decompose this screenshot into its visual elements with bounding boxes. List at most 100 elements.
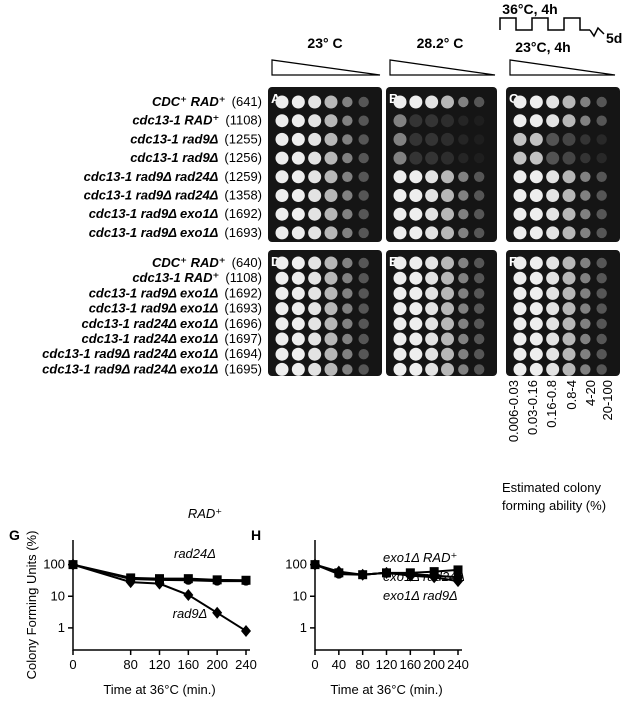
colony-spot bbox=[308, 95, 322, 109]
strain-label: cdc13-1 RAD⁺ (1108) bbox=[132, 113, 262, 128]
x-tick-label: 120 bbox=[149, 657, 171, 672]
marker bbox=[241, 624, 251, 637]
strain-number: (1694) bbox=[224, 346, 262, 361]
x-tick-label: 240 bbox=[235, 657, 257, 672]
strain-number: (1108) bbox=[225, 270, 262, 285]
colony-spot bbox=[308, 132, 322, 146]
colony-spot bbox=[529, 207, 543, 221]
dilution-wedge bbox=[389, 59, 496, 76]
colony-spot bbox=[596, 273, 607, 284]
schedule-end: 5d bbox=[606, 30, 622, 46]
colony-spot bbox=[562, 256, 576, 270]
strain-label: cdc13-1 rad9Δ (1255) bbox=[130, 131, 262, 146]
colony-spot bbox=[308, 332, 322, 346]
colony-spot bbox=[409, 271, 423, 285]
strain-number: (641) bbox=[232, 94, 262, 109]
colony-spot bbox=[342, 288, 353, 299]
marker bbox=[241, 576, 251, 586]
y-tick-label: 1 bbox=[300, 620, 307, 635]
colony-spot bbox=[275, 332, 289, 346]
strain-number: (1692) bbox=[224, 206, 262, 221]
scale-range: 0.03-0.16 bbox=[525, 380, 540, 435]
colony-spot bbox=[393, 95, 407, 109]
colony-spot bbox=[458, 257, 469, 269]
colony-spot bbox=[529, 226, 543, 240]
colony-spot bbox=[425, 332, 439, 346]
x-tick-label: 120 bbox=[376, 657, 398, 672]
colony-spot bbox=[409, 332, 423, 346]
genotype: cdc13-1 rad24Δ exo1Δ bbox=[81, 316, 218, 331]
colony-spot bbox=[546, 170, 560, 184]
colony-spot bbox=[358, 364, 369, 375]
marker bbox=[381, 566, 392, 579]
colony-spot bbox=[342, 152, 353, 164]
colony-spot bbox=[529, 347, 543, 361]
strain-number: (1693) bbox=[224, 301, 262, 316]
column-header: 28.2° C bbox=[417, 35, 464, 51]
colony-spot bbox=[409, 302, 423, 316]
colony-spot bbox=[546, 226, 560, 240]
colony-spot bbox=[513, 189, 527, 202]
colony-spot bbox=[458, 171, 469, 182]
colony-spot bbox=[458, 318, 469, 329]
colony-spot bbox=[473, 209, 485, 220]
plate-letter: E bbox=[389, 254, 398, 269]
genotype: cdc13-1 rad9Δ rad24Δ exo1Δ bbox=[42, 346, 219, 361]
colony-spot bbox=[473, 333, 485, 345]
y-tick-label: 1 bbox=[58, 620, 65, 635]
colony-spot bbox=[425, 95, 439, 109]
strain-number: (1693) bbox=[224, 225, 262, 240]
colony-spot bbox=[580, 333, 591, 345]
colony-spot bbox=[473, 115, 485, 126]
colony-spot bbox=[441, 271, 454, 285]
colony-spot bbox=[441, 170, 454, 184]
schedule-upper: 36°C, 4h bbox=[502, 1, 557, 17]
y-tick-label: 100 bbox=[285, 557, 307, 572]
colony-spot bbox=[473, 318, 485, 329]
colony-spot bbox=[275, 362, 289, 376]
strain-number: (1256) bbox=[224, 150, 262, 165]
colony-spot bbox=[546, 114, 560, 128]
colony-spot bbox=[425, 114, 439, 128]
colony-spot bbox=[324, 362, 338, 376]
colony-spot bbox=[358, 96, 369, 108]
genotype: cdc13-1 RAD⁺ bbox=[132, 270, 219, 285]
colony-spot bbox=[393, 151, 407, 165]
colony-spot bbox=[393, 114, 407, 128]
marker bbox=[125, 576, 136, 589]
colony-spot bbox=[529, 170, 543, 184]
colony-spot bbox=[546, 332, 560, 346]
scale-range: 20-100 bbox=[600, 380, 615, 420]
colony-spot bbox=[596, 364, 607, 375]
colony-spot bbox=[291, 170, 305, 184]
marker bbox=[310, 558, 320, 571]
genotype: cdc13-1 rad9Δ exo1Δ bbox=[89, 225, 219, 240]
colony-spot bbox=[409, 362, 423, 376]
strain-label: cdc13-1 rad9Δ exo1Δ (1692) bbox=[89, 206, 262, 221]
colony-spot bbox=[291, 226, 305, 240]
colony-spot bbox=[308, 207, 322, 221]
genotype: cdc13-1 rad9Δ exo1Δ bbox=[89, 301, 219, 316]
colony-spot bbox=[358, 190, 369, 201]
colony-spot bbox=[291, 207, 305, 221]
colony-spot bbox=[409, 114, 423, 128]
colony-spot bbox=[393, 226, 407, 240]
colony-spot bbox=[291, 317, 305, 331]
colony-spot bbox=[441, 332, 454, 346]
colony-spot bbox=[409, 226, 423, 240]
colony-spot bbox=[409, 207, 423, 221]
colony-spot bbox=[529, 317, 543, 331]
colony-spot bbox=[275, 286, 289, 300]
colony-spot bbox=[324, 226, 338, 240]
colony-spot bbox=[546, 271, 560, 285]
colony-spot bbox=[393, 256, 407, 270]
y-tick-label: 100 bbox=[43, 557, 65, 572]
plate-letter: F bbox=[509, 254, 517, 269]
colony-spot bbox=[324, 271, 338, 285]
colony-spot bbox=[596, 115, 607, 126]
colony-spot bbox=[342, 227, 353, 239]
colony-spot bbox=[562, 332, 576, 346]
colony-spot bbox=[358, 134, 369, 145]
colony-spot bbox=[458, 115, 469, 126]
